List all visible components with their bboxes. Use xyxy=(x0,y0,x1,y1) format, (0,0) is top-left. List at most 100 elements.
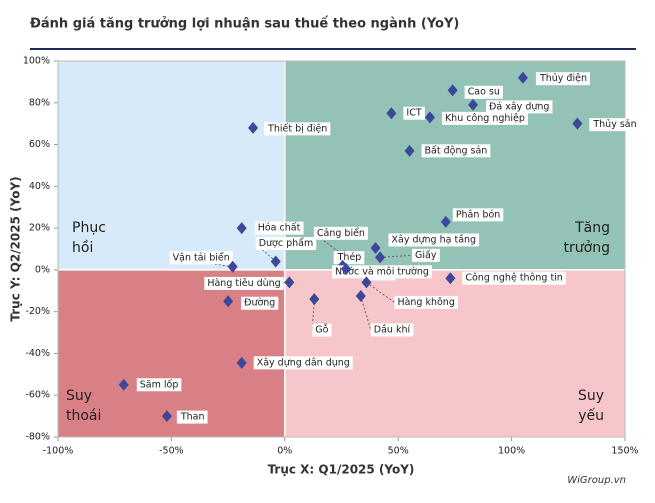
label-box xyxy=(264,122,331,136)
point-label: Than xyxy=(180,412,205,423)
point-group: Săm lốp xyxy=(118,378,182,392)
label-box xyxy=(441,111,528,125)
point-group: Khu công nghiệp xyxy=(424,111,528,125)
point-group: Giấy xyxy=(375,248,440,264)
point-label: Đường xyxy=(244,298,275,309)
y-tick-label: 40% xyxy=(29,181,50,192)
point-label: Cao su xyxy=(468,87,500,98)
point xyxy=(468,98,479,111)
y-axis-title: Trục Y: Q2/2025 (YoY) xyxy=(9,176,23,321)
label-box xyxy=(388,233,480,247)
point-label: Nước và môi trường xyxy=(335,266,429,277)
x-axis-title: Trục X: Q1/2025 (YoY) xyxy=(268,463,415,477)
leader-line xyxy=(366,282,395,303)
point-label: ICT xyxy=(406,108,421,119)
label-box xyxy=(421,144,491,158)
point-label: Thép xyxy=(337,252,362,263)
point xyxy=(517,71,528,84)
label-box xyxy=(332,265,432,279)
point xyxy=(370,241,381,254)
point-group: Dược phẩm xyxy=(255,237,317,268)
quadrant xyxy=(284,269,625,437)
point-label: Hàng tiêu dùng xyxy=(207,278,280,289)
label-box xyxy=(403,106,425,120)
point-group: Hóa chất xyxy=(236,221,304,235)
label-box xyxy=(394,295,458,309)
point xyxy=(445,272,456,285)
x-tick-label: 0% xyxy=(277,446,292,457)
point-group: ICT xyxy=(386,106,425,120)
point-label: Đá xây dựng xyxy=(489,101,549,112)
point-group: Bất động sản xyxy=(404,144,491,158)
point-label: Dầu khí xyxy=(374,325,411,336)
label-box xyxy=(333,251,365,265)
point-label: Thiết bị điện xyxy=(267,123,327,134)
x-tick-label: 50% xyxy=(388,446,409,457)
point-label: Khu công nghiệp xyxy=(445,113,525,124)
source: WiGroup.vn xyxy=(567,475,626,486)
point-label: Cảng biển xyxy=(317,228,365,239)
x-tick-label: -50% xyxy=(159,446,184,457)
label-box xyxy=(253,356,353,370)
leader-line xyxy=(380,254,413,258)
point-label: Hàng không xyxy=(397,297,454,308)
point-label: Bất động sản xyxy=(425,145,488,156)
point-group: Dầu khí xyxy=(355,290,414,337)
point xyxy=(447,84,458,97)
point-label: Săm lốp xyxy=(140,379,179,390)
plot-frame xyxy=(57,60,626,438)
label-box xyxy=(176,410,208,424)
label-box xyxy=(464,85,503,99)
quadrant-label: Suy xyxy=(578,388,604,404)
point-group: Xây dựng dân dụng xyxy=(236,356,353,370)
quadrant-label: yếu xyxy=(578,407,604,424)
quadrant-label: thoái xyxy=(66,408,101,424)
point-group: Phân bón xyxy=(440,208,504,228)
point xyxy=(223,295,234,308)
label-box xyxy=(486,100,553,114)
point-group: Vận tải biển xyxy=(169,251,238,273)
x-tick-label: -100% xyxy=(43,446,74,457)
leader-line xyxy=(360,295,372,331)
quadrant-label: Suy xyxy=(66,388,92,404)
label-box xyxy=(313,226,368,240)
point-label: Công nghệ thông tin xyxy=(465,273,562,284)
point xyxy=(118,378,129,391)
point-group: Đường xyxy=(223,295,279,310)
point-group: Nước và môi trường xyxy=(332,262,432,279)
point xyxy=(355,290,366,302)
quadrant-label: hồi xyxy=(72,239,93,256)
y-tick-label: 100% xyxy=(23,56,50,67)
label-box xyxy=(312,323,332,337)
x-tick-label: 100% xyxy=(498,446,525,457)
point-label: Thủy điện xyxy=(539,73,587,84)
x-tick-label: 150% xyxy=(611,446,638,457)
label-box xyxy=(452,208,504,222)
point xyxy=(440,215,451,228)
label-box xyxy=(204,276,284,290)
y-tick-label: 60% xyxy=(29,139,50,150)
leader-line xyxy=(255,243,277,262)
point-group: Đá xây dựng xyxy=(468,98,553,114)
point-group: Gỗ xyxy=(309,293,332,337)
point-label: Dược phẩm xyxy=(259,238,314,249)
point-label: Vận tải biển xyxy=(173,252,230,263)
label-box xyxy=(370,323,414,337)
y-tick-label: -80% xyxy=(25,432,50,443)
point xyxy=(227,260,238,273)
point-group: Hàng không xyxy=(361,276,458,309)
point xyxy=(284,276,295,289)
point xyxy=(309,293,320,306)
label-box xyxy=(589,118,640,132)
point-label: Hóa chất xyxy=(258,223,301,234)
quadrant xyxy=(58,61,285,270)
point-label: Gỗ xyxy=(315,325,328,336)
point xyxy=(404,144,415,157)
label-box xyxy=(254,221,304,235)
point-label: Thủy sản xyxy=(592,119,636,130)
point xyxy=(248,121,259,134)
point xyxy=(341,262,352,275)
quadrant-label: Phục xyxy=(72,220,106,236)
point-group: Công nghệ thông tin xyxy=(445,271,566,285)
